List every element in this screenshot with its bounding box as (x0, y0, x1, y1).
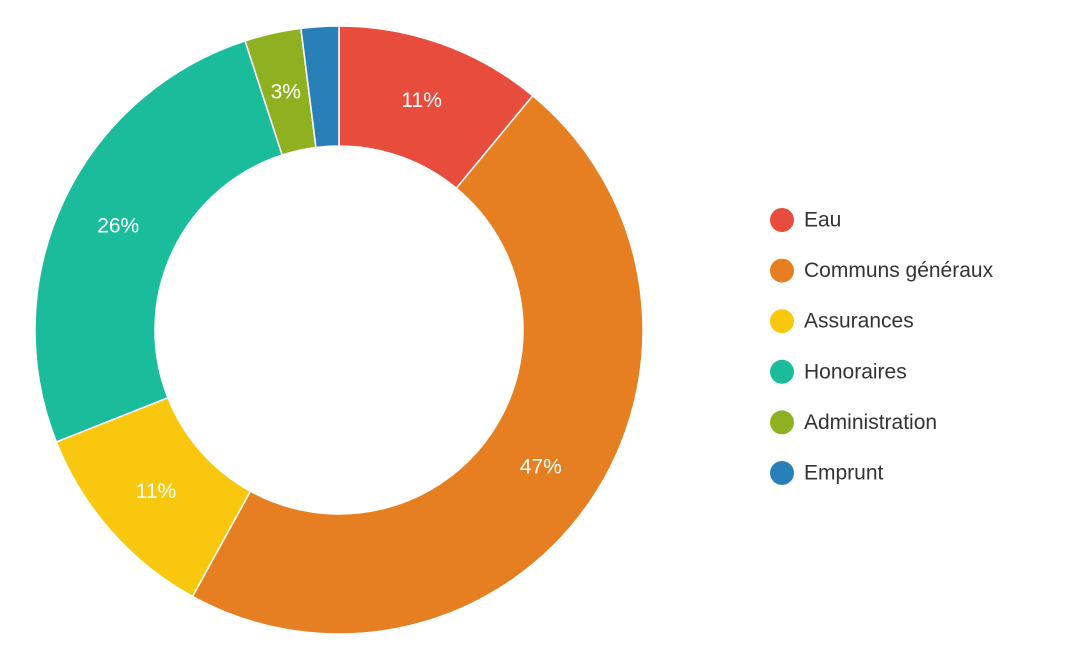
legend-item-emprunt[interactable]: Emprunt (770, 461, 884, 485)
legend-swatch (770, 258, 794, 283)
legend-label: Assurances (804, 310, 914, 333)
slice-label-eau: 11% (401, 89, 441, 112)
chart-legend: Eau Communs généraux Assurances Honoraires A… (770, 208, 994, 485)
slice-label-communs-generaux: 47% (520, 456, 562, 479)
donut-slices (34, 25, 644, 635)
slice-honoraires[interactable] (34, 39, 284, 443)
legend-swatch (770, 359, 794, 384)
slice-label-administration: 3% (271, 80, 301, 103)
legend-swatch (770, 309, 794, 334)
slice-labels: 11% 47% 11% 26% 3% (97, 80, 562, 502)
slice-label-assurances: 11% (136, 480, 176, 503)
slice-label-honoraires: 26% (97, 215, 139, 238)
legend-item-communs-generaux[interactable]: Communs généraux (770, 258, 994, 283)
legend-item-eau[interactable]: Eau (770, 208, 841, 232)
slice-communs-generaux[interactable] (191, 94, 644, 635)
legend-label: Eau (804, 209, 841, 232)
legend-swatch (770, 410, 794, 435)
legend-swatch (770, 461, 794, 485)
slice-emprunt[interactable] (300, 25, 340, 149)
legend-label: Communs généraux (804, 259, 994, 282)
legend-item-administration[interactable]: Administration (770, 410, 937, 435)
legend-label: Emprunt (804, 462, 884, 485)
legend-item-honoraires[interactable]: Honoraires (770, 359, 907, 384)
legend-label: Honoraires (804, 360, 907, 383)
legend-swatch (770, 208, 794, 232)
legend-label: Administration (804, 411, 937, 434)
legend-item-assurances[interactable]: Assurances (770, 309, 914, 334)
